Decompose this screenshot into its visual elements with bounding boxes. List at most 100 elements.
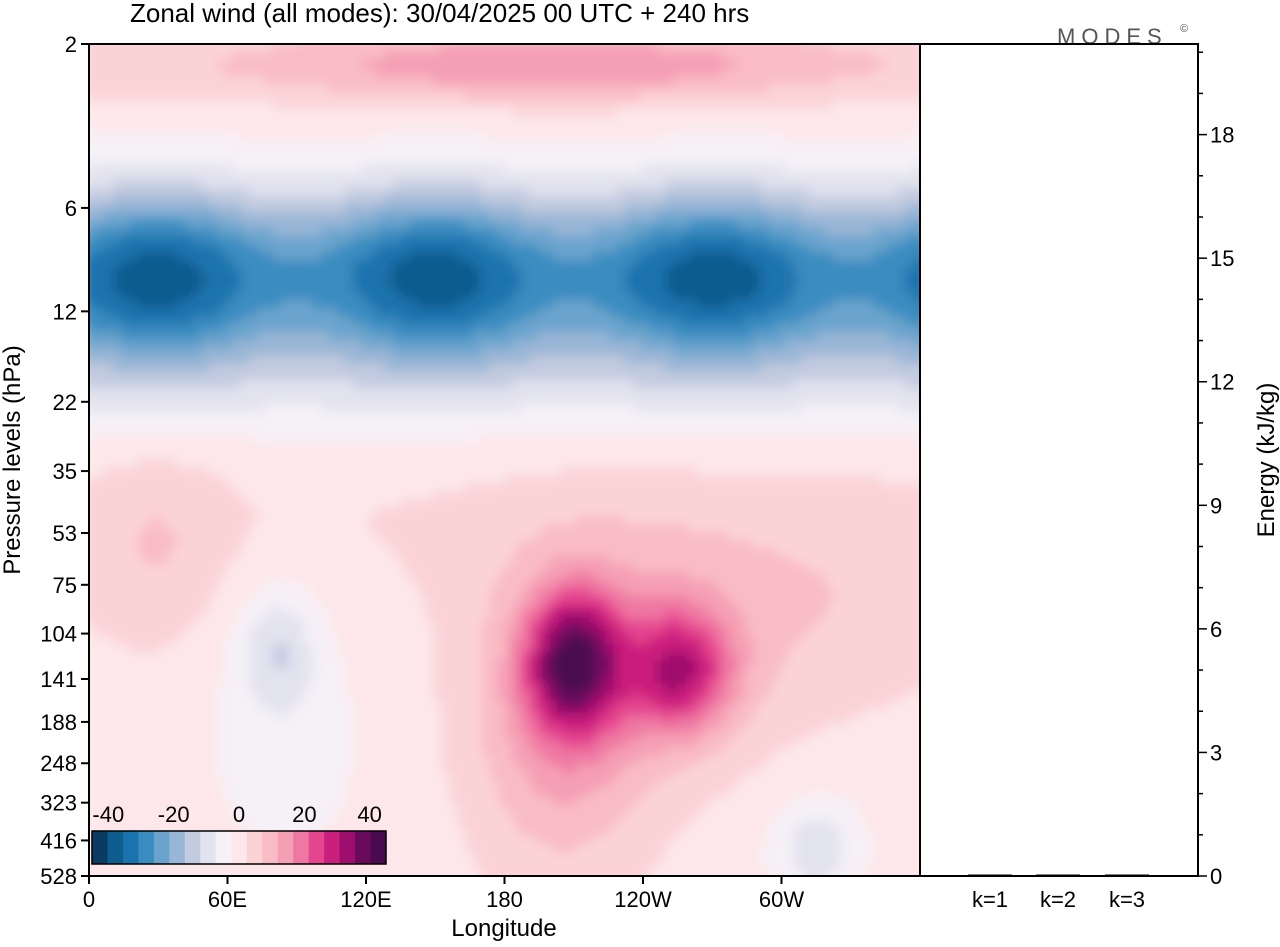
heatmap-cell	[401, 348, 410, 357]
heatmap-cell	[113, 388, 122, 397]
heatmap-cell	[145, 116, 154, 125]
heatmap-cell	[729, 188, 738, 197]
heatmap-cell	[689, 60, 698, 69]
heatmap-cell	[97, 388, 106, 397]
heatmap-cell	[161, 316, 170, 325]
heatmap-cell	[161, 236, 170, 245]
heatmap-cell	[249, 292, 258, 301]
heatmap-cell	[89, 244, 98, 253]
heatmap-cell	[585, 292, 594, 301]
heatmap-cell	[593, 196, 602, 205]
heatmap-cell	[873, 68, 882, 77]
heatmap-cell	[169, 356, 178, 365]
heatmap-cell	[497, 236, 506, 245]
heatmap-cell	[689, 172, 698, 181]
heatmap-cell	[281, 116, 290, 125]
heatmap-cell	[481, 124, 490, 133]
heatmap-cell	[185, 140, 194, 149]
heatmap-cell	[529, 284, 538, 293]
heatmap-cell	[225, 340, 234, 349]
heatmap-cell	[441, 364, 450, 373]
heatmap-cell	[465, 148, 474, 157]
heatmap-cell	[705, 188, 714, 197]
heatmap-cell	[793, 76, 802, 85]
heatmap-cell	[857, 228, 866, 237]
heatmap-cell	[353, 212, 362, 221]
heatmap-cell	[337, 364, 346, 373]
heatmap-cell	[401, 356, 410, 365]
heatmap-cell	[209, 228, 218, 237]
heatmap-cell	[249, 116, 258, 125]
heatmap-cell	[889, 260, 898, 269]
heatmap-cell	[905, 188, 914, 197]
heatmap-cell	[545, 252, 554, 261]
heatmap-cell	[529, 388, 538, 397]
heatmap-cell	[561, 404, 570, 413]
heatmap-cell	[697, 212, 706, 221]
heatmap-cell	[393, 92, 402, 101]
heatmap-cell	[105, 396, 114, 405]
heatmap-cell	[609, 364, 618, 373]
heatmap-cell	[121, 108, 130, 117]
heatmap-cell	[265, 388, 274, 397]
heatmap-cell	[281, 404, 290, 413]
heatmap-cell	[905, 52, 914, 61]
heatmap-cell	[137, 116, 146, 125]
heatmap-cell	[505, 372, 514, 381]
heatmap-cell	[833, 348, 842, 357]
heatmap-cell	[89, 260, 98, 269]
heatmap-cell	[233, 388, 242, 397]
heatmap-cell	[577, 108, 586, 117]
heatmap-cell	[393, 300, 402, 309]
heatmap-cell	[825, 108, 834, 117]
heatmap-cell	[753, 44, 762, 53]
heatmap-cell	[113, 52, 122, 61]
heatmap-cell	[905, 92, 914, 101]
heatmap-cell	[633, 324, 642, 333]
heatmap-cell	[825, 380, 834, 389]
heatmap-cell	[865, 292, 874, 301]
heatmap-cell	[521, 380, 530, 389]
heatmap-cell	[905, 180, 914, 189]
heatmap-cell	[121, 220, 130, 229]
heatmap-cell	[809, 204, 818, 213]
heatmap-cell	[193, 260, 202, 269]
heatmap-cell	[641, 196, 650, 205]
heatmap-cell	[745, 44, 754, 53]
heatmap-cell	[809, 324, 818, 333]
heatmap-cell	[665, 244, 674, 253]
heatmap-cell	[417, 252, 426, 261]
heatmap-cell	[137, 260, 146, 269]
heatmap-cell	[689, 332, 698, 341]
heatmap-cell	[913, 220, 920, 229]
heatmap-cell	[217, 364, 226, 373]
heatmap-cell	[361, 52, 370, 61]
heatmap-cell	[745, 100, 754, 109]
heatmap-cell	[209, 316, 218, 325]
heatmap-cell	[617, 228, 626, 237]
heatmap-cell	[737, 140, 746, 149]
heatmap-cell	[433, 212, 442, 221]
heatmap-cell	[777, 108, 786, 117]
heatmap-cell	[569, 60, 578, 69]
heatmap-cell	[817, 220, 826, 229]
heatmap-cell	[345, 180, 354, 189]
heatmap-cell	[241, 284, 250, 293]
heatmap-cell	[121, 44, 130, 53]
heatmap-cell	[201, 132, 210, 141]
heatmap-cell	[769, 260, 778, 269]
heatmap-cell	[529, 116, 538, 125]
heatmap-cell	[425, 188, 434, 197]
heatmap-cell	[745, 52, 754, 61]
heatmap-cell	[305, 204, 314, 213]
heatmap-cell	[473, 132, 482, 141]
heatmap-cell	[585, 140, 594, 149]
heatmap-cell	[305, 292, 314, 301]
heatmap-cell	[825, 164, 834, 173]
heatmap-cell	[89, 412, 98, 421]
heatmap-cell	[281, 268, 290, 277]
heatmap-cell	[369, 196, 378, 205]
heatmap-cell	[393, 204, 402, 213]
heatmap-cell	[865, 380, 874, 389]
heatmap-cell	[121, 124, 130, 133]
